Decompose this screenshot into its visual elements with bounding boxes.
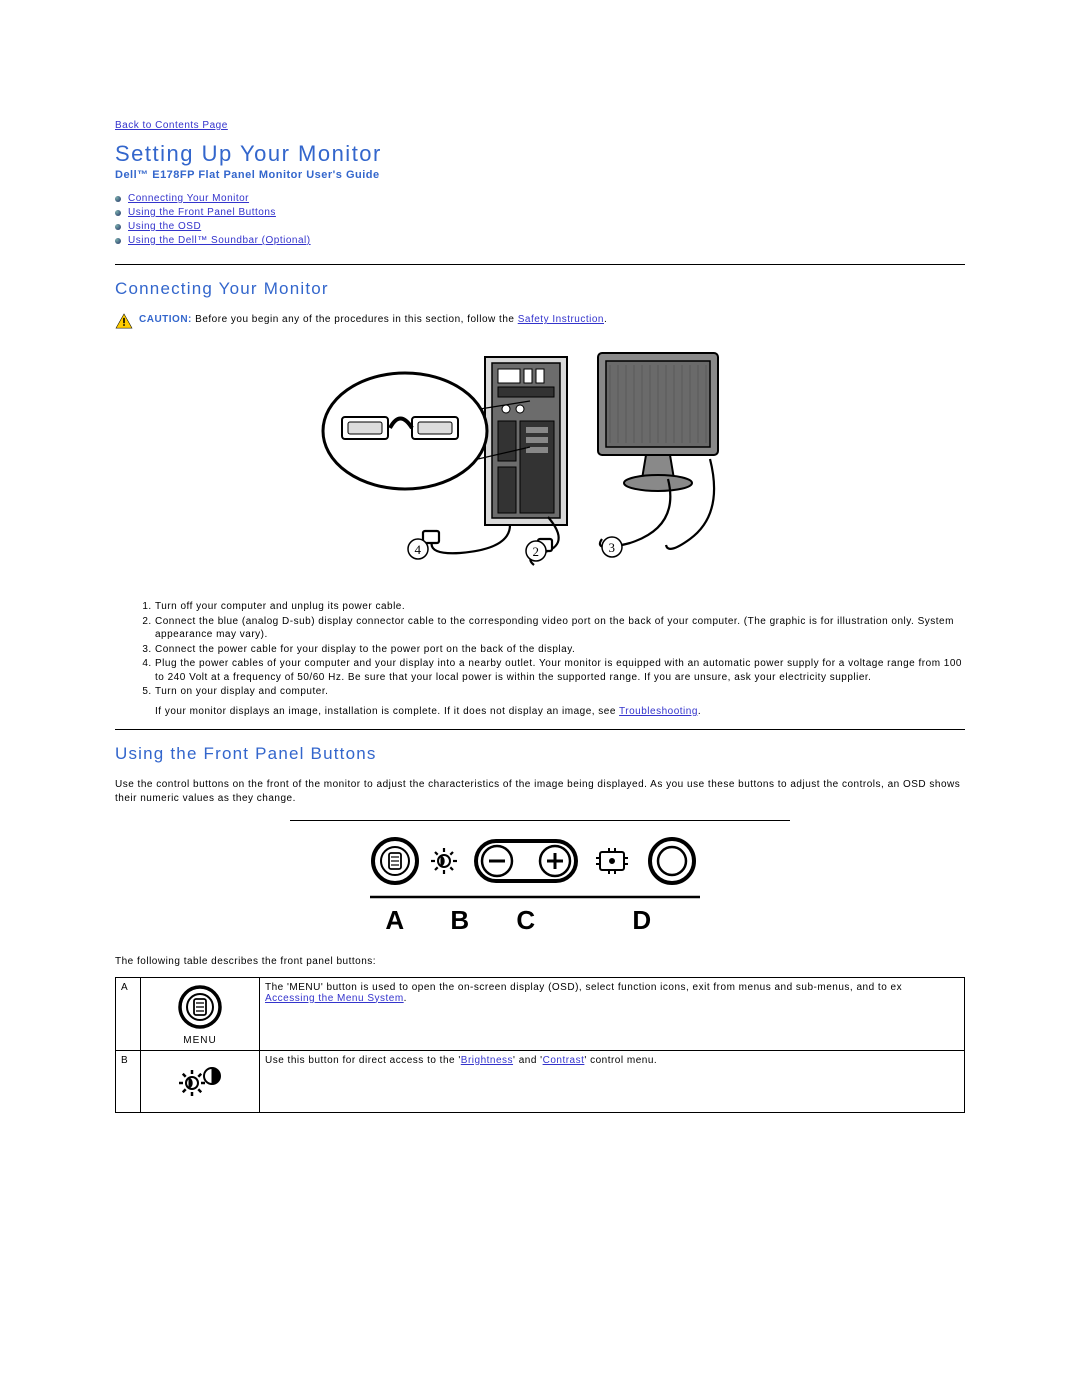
divider: [115, 729, 965, 730]
toc-link-front-panel[interactable]: Using the Front Panel Buttons: [128, 207, 276, 218]
after-steps-note: If your monitor displays an image, insta…: [155, 705, 965, 719]
section-heading-front-panel: Using the Front Panel Buttons: [115, 744, 965, 764]
caution-label: CAUTION:: [139, 314, 192, 325]
warning-icon: [115, 313, 133, 329]
table-cell-desc: Use this button for direct access to the…: [260, 1050, 965, 1112]
brightness-link[interactable]: Brightness: [461, 1055, 513, 1066]
safety-instruction-link[interactable]: Safety Instruction: [518, 314, 604, 325]
bullet-icon: [115, 238, 121, 244]
table-cell-desc: The 'MENU' button is used to open the on…: [260, 977, 965, 1050]
table-cell-icon-menu: MENU: [141, 977, 260, 1050]
step-item: Connect the blue (analog D-sub) display …: [155, 615, 965, 642]
page-title: Setting Up Your Monitor: [115, 141, 965, 167]
toc-link-connecting[interactable]: Connecting Your Monitor: [128, 193, 249, 204]
btn-label-b: B: [450, 905, 469, 935]
bullet-icon: [115, 196, 121, 202]
front-panel-intro: Use the control buttons on the front of …: [115, 778, 965, 806]
btn-label-a: A: [385, 905, 404, 935]
bullet-icon: [115, 224, 121, 230]
thin-divider: [290, 820, 790, 821]
menu-icon: [177, 984, 223, 1030]
troubleshooting-link[interactable]: Troubleshooting: [619, 706, 698, 717]
back-to-contents-link: Back to Contents Page: [115, 120, 965, 131]
svg-text:4: 4: [415, 542, 422, 557]
table-intro-text: The following table describes the front …: [115, 955, 965, 969]
table-of-contents: Connecting Your Monitor Using the Front …: [115, 193, 965, 246]
icon-label-menu: MENU: [145, 1035, 255, 1046]
accessing-menu-system-link[interactable]: Accessing the Menu System: [265, 993, 404, 1004]
toc-link-soundbar[interactable]: Using the Dell™ Soundbar (Optional): [128, 235, 311, 246]
bullet-icon: [115, 210, 121, 216]
brightness-contrast-icon: [177, 1057, 223, 1103]
divider: [115, 264, 965, 265]
table-cell-letter: A: [116, 977, 141, 1050]
step-item: Turn on your display and computer.: [155, 685, 965, 699]
svg-text:2: 2: [533, 544, 540, 559]
connection-illustration: 4 2 3: [115, 339, 965, 582]
step-item: Connect the power cable for your display…: [155, 643, 965, 657]
step-item: Turn off your computer and unplug its po…: [155, 600, 965, 614]
table-cell-letter: B: [116, 1050, 141, 1112]
toc-link-osd[interactable]: Using the OSD: [128, 221, 201, 232]
front-panel-buttons-table: A MENU The 'MENU' button is used to open…: [115, 977, 965, 1113]
caution-note: CAUTION: Before you begin any of the pro…: [115, 313, 965, 329]
page-subtitle: Dell™ E178FP Flat Panel Monitor User's G…: [115, 169, 965, 181]
caution-text: Before you begin any of the procedures i…: [192, 314, 518, 325]
button-illustration: A B C D: [115, 831, 965, 949]
btn-label-d: D: [632, 905, 651, 935]
contrast-link[interactable]: Contrast: [543, 1055, 585, 1066]
back-to-contents[interactable]: Back to Contents Page: [115, 120, 228, 131]
table-cell-icon-brightness: [141, 1050, 260, 1112]
setup-steps-list: Turn off your computer and unplug its po…: [115, 600, 965, 699]
svg-text:3: 3: [609, 540, 616, 555]
section-heading-connecting: Connecting Your Monitor: [115, 279, 965, 299]
btn-label-c: C: [516, 905, 535, 935]
step-item: Plug the power cables of your computer a…: [155, 657, 965, 684]
